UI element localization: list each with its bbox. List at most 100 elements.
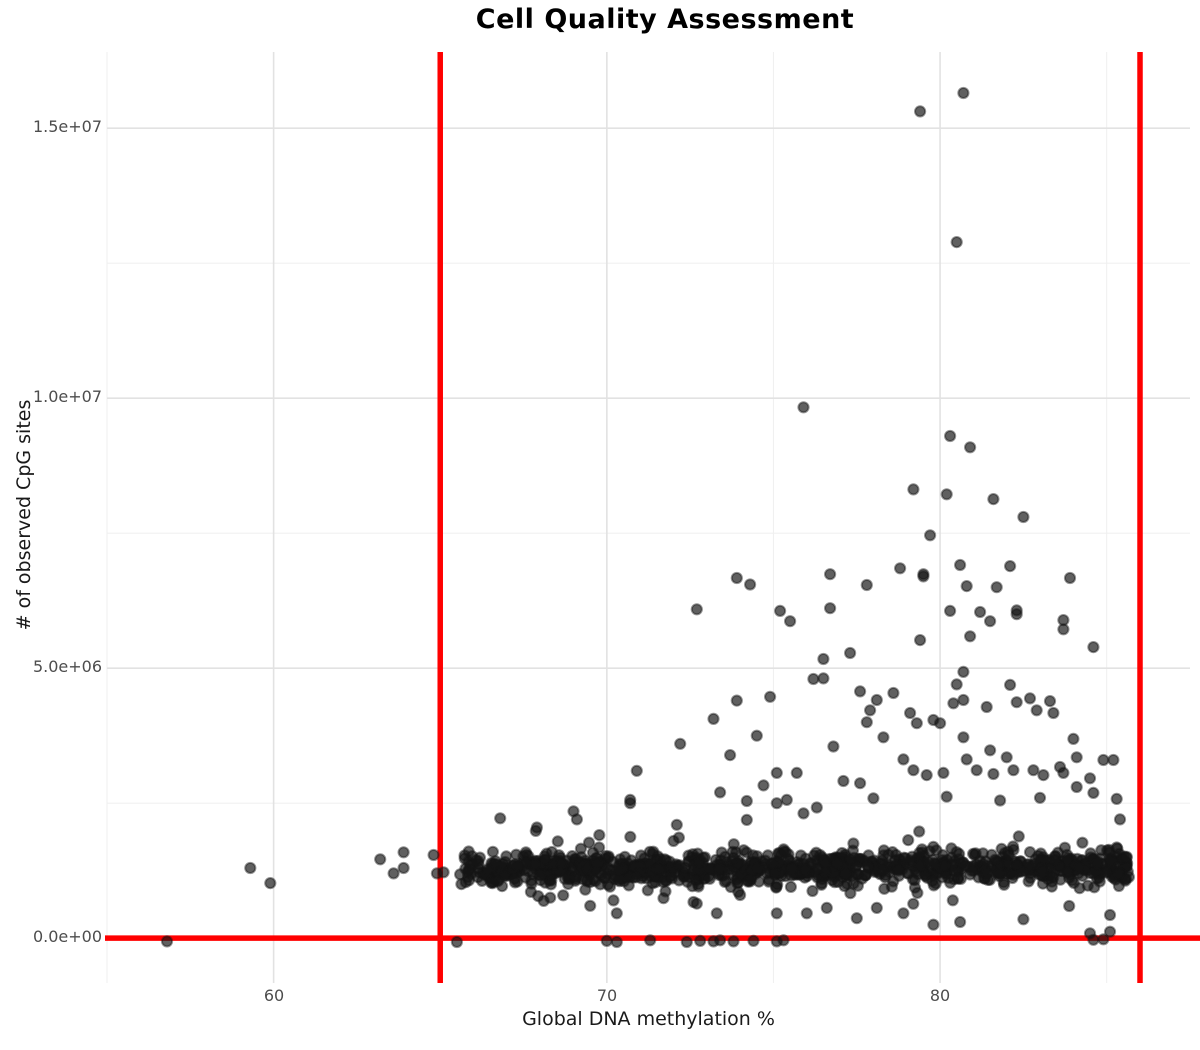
data-point xyxy=(602,850,615,863)
data-point xyxy=(581,862,594,875)
y-tick-label: 0.0e+00 xyxy=(32,927,102,946)
data-point xyxy=(584,899,597,912)
data-point xyxy=(870,693,883,707)
data-point xyxy=(947,697,960,710)
data-point xyxy=(897,907,910,920)
data-point xyxy=(610,907,623,920)
data-point xyxy=(904,706,917,720)
data-point xyxy=(929,857,942,870)
x-tick-label: 60 xyxy=(263,986,285,1005)
data-point xyxy=(797,807,810,820)
data-point xyxy=(913,846,926,860)
data-point xyxy=(1017,510,1030,524)
data-point xyxy=(924,529,937,542)
data-point xyxy=(690,897,703,910)
data-point xyxy=(397,861,410,875)
data-point xyxy=(374,853,387,866)
data-point xyxy=(744,578,757,591)
data-point xyxy=(770,907,783,920)
data-point xyxy=(1047,706,1060,720)
data-point xyxy=(579,883,592,896)
data-point xyxy=(1004,560,1017,573)
data-point xyxy=(882,848,895,861)
data-point xyxy=(1090,857,1104,870)
data-point xyxy=(1067,732,1080,746)
data-point xyxy=(511,859,524,873)
data-point xyxy=(1070,751,1083,764)
data-point xyxy=(870,901,883,915)
data-point xyxy=(1112,868,1125,881)
data-point xyxy=(957,693,970,707)
data-point xyxy=(887,686,900,700)
data-point xyxy=(264,877,277,890)
data-point xyxy=(1103,908,1117,922)
data-point xyxy=(944,876,957,889)
data-point xyxy=(591,857,604,870)
data-point xyxy=(624,830,637,844)
data-point xyxy=(1045,875,1059,888)
data-point xyxy=(1057,623,1070,636)
data-point xyxy=(797,401,810,414)
data-point xyxy=(681,875,694,888)
data-point xyxy=(914,634,927,647)
data-point xyxy=(987,493,1000,506)
data-point xyxy=(1103,925,1117,938)
data-point xyxy=(820,901,833,915)
data-point xyxy=(1097,753,1110,767)
data-point xyxy=(557,889,570,902)
data-point xyxy=(635,849,648,862)
data-point xyxy=(944,429,957,443)
data-point xyxy=(674,737,687,750)
data-point xyxy=(902,834,915,847)
data-point xyxy=(730,694,743,707)
data-point xyxy=(1007,840,1020,853)
data-point xyxy=(650,862,664,875)
data-point xyxy=(629,871,643,884)
data-point xyxy=(964,630,977,643)
data-point xyxy=(770,880,783,893)
data-point xyxy=(601,878,615,891)
data-point xyxy=(950,236,963,249)
data-point xyxy=(727,935,740,948)
data-point xyxy=(1110,792,1123,806)
data-point xyxy=(897,753,910,766)
data-point xyxy=(747,934,760,948)
data-point xyxy=(940,488,953,501)
data-point xyxy=(954,915,967,929)
data-point xyxy=(824,568,837,581)
data-point xyxy=(678,861,692,874)
data-point xyxy=(694,934,707,948)
data-point xyxy=(908,874,921,887)
data-point xyxy=(920,769,933,782)
data-point xyxy=(494,812,507,825)
data-point xyxy=(481,863,494,876)
data-point xyxy=(1007,764,1020,777)
data-point xyxy=(987,767,1000,781)
data-point xyxy=(734,888,747,902)
data-point xyxy=(779,845,792,859)
data-point xyxy=(777,934,790,947)
data-point xyxy=(1010,608,1023,621)
data-point xyxy=(864,704,877,717)
data-point xyxy=(600,934,613,948)
data-point xyxy=(879,871,892,884)
data-point xyxy=(593,829,606,842)
data-point xyxy=(1058,841,1072,854)
data-point xyxy=(455,878,468,891)
data-point xyxy=(1012,830,1025,843)
x-tick-label: 80 xyxy=(929,986,951,1005)
data-point xyxy=(1030,704,1043,717)
data-point xyxy=(860,578,873,592)
data-point xyxy=(491,875,504,888)
data-point xyxy=(437,866,450,879)
data-point xyxy=(951,872,965,885)
data-point xyxy=(244,861,257,875)
data-point xyxy=(885,880,898,893)
data-point xyxy=(839,867,852,880)
data-point xyxy=(768,867,782,880)
data-point xyxy=(940,790,953,803)
data-point xyxy=(770,797,783,810)
data-point xyxy=(1033,791,1047,804)
data-point xyxy=(913,825,926,838)
data-point xyxy=(844,853,857,866)
